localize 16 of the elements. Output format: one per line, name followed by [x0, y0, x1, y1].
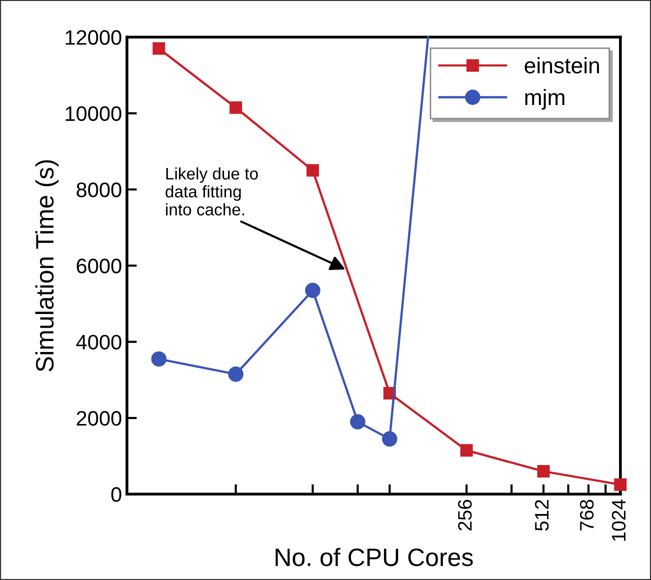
legend-label: mjm — [525, 88, 564, 110]
y-tick-label: 8000 — [76, 182, 122, 198]
y-tick-label: 10000 — [66, 106, 122, 122]
y-tick-label: 4000 — [76, 334, 122, 350]
y-tick-label: 6000 — [76, 258, 122, 274]
x-axis-title: No. of CPU Cores — [276, 548, 473, 566]
x-tick-label: 1024 — [612, 500, 626, 541]
legend-label: einstein — [524, 57, 599, 74]
y-tick-label: 0 — [111, 487, 122, 502]
y-tick-label: 12000 — [66, 30, 122, 45]
x-tick-label: 512 — [534, 500, 549, 531]
annotation: Likely due to data fitting into cache. — [166, 167, 258, 216]
y-tick-label: 2000 — [76, 410, 122, 426]
x-tick-label: 768 — [580, 500, 594, 530]
y-axis-title: Simulation Time (s) — [35, 160, 59, 372]
x-tick-label: 256 — [458, 500, 472, 530]
